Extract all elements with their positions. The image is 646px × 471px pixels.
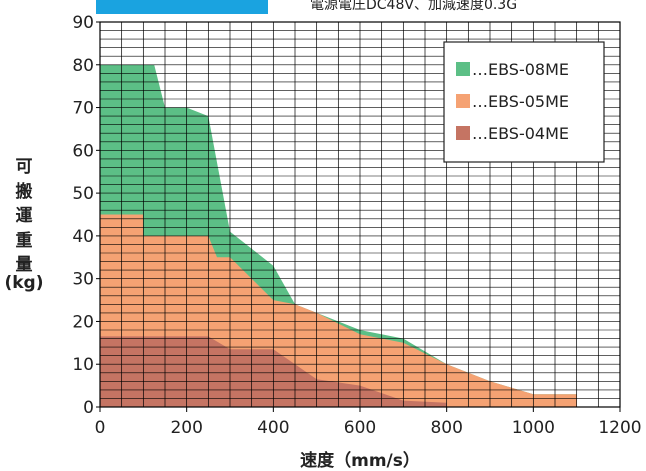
y-label-char-2: 運	[16, 206, 33, 226]
y-tick-30: 30	[72, 270, 94, 290]
x-tick-200: 200	[170, 418, 202, 438]
header-tag	[96, 0, 268, 14]
x-tick-400: 400	[257, 418, 289, 438]
y-tick-50: 50	[72, 184, 94, 204]
legend-label-0: …EBS-08ME	[472, 60, 569, 79]
x-tick-1000: 1000	[512, 418, 555, 438]
y-tick-80: 80	[72, 56, 94, 76]
y-label-char-4: 量	[16, 254, 33, 275]
condition-text: 電源電圧DC48V、加減速度0.3G	[310, 0, 518, 13]
x-axis-label: 速度（mm/s）	[300, 450, 420, 471]
tick-labels: 0 200 400 600 800 1000 1200 0 10 20 30 40 50 60 70 80 90	[72, 13, 641, 438]
y-label-char-5: (kg)	[4, 273, 43, 293]
legend: …EBS-08ME …EBS-05ME …EBS-04ME	[443, 41, 605, 163]
y-tick-40: 40	[72, 227, 94, 247]
x-tick-600: 600	[344, 418, 376, 438]
legend-box	[443, 41, 605, 163]
y-tick-60: 60	[72, 141, 94, 161]
y-label-char-0: 可	[16, 157, 33, 177]
legend-swatch-2	[456, 126, 470, 140]
y-tick-90: 90	[72, 13, 94, 33]
y-tick-0: 0	[83, 398, 94, 418]
legend-label-2: …EBS-04ME	[472, 124, 569, 143]
legend-swatch-1	[456, 94, 470, 108]
legend-label-1: …EBS-05ME	[472, 92, 569, 111]
y-tick-70: 70	[72, 99, 94, 119]
x-tick-1200: 1200	[598, 418, 641, 438]
y-tick-10: 10	[72, 355, 94, 375]
y-tick-20: 20	[72, 312, 94, 332]
x-tick-800: 800	[430, 418, 462, 438]
y-label-char-3: 重	[16, 230, 33, 251]
x-tick-0: 0	[95, 418, 106, 438]
legend-swatch-0	[456, 62, 470, 76]
y-label-char-1: 搬	[16, 181, 33, 202]
